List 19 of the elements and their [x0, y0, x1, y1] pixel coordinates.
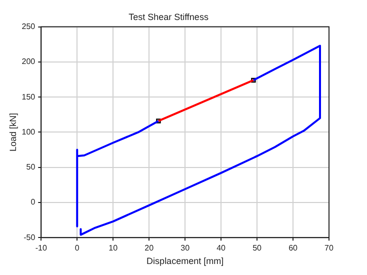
x-tick-label: 60 — [288, 244, 298, 253]
y-tick-label: 150 — [22, 92, 36, 102]
y-axis-title: Load [kN] — [8, 112, 18, 152]
y-tick-label: 50 — [26, 162, 36, 172]
x-tick-label: 50 — [252, 244, 262, 253]
x-tick-label: 10 — [108, 244, 118, 253]
y-tick-label: -50 — [24, 232, 36, 242]
x-tick-label: -10 — [35, 244, 48, 253]
x-tick-label: 70 — [324, 244, 334, 253]
y-tick-label: 0 — [30, 198, 36, 207]
x-tick-label: 30 — [180, 244, 190, 253]
x-tick-label: 20 — [144, 244, 154, 253]
x-axis-title: Displacement [mm] — [146, 256, 224, 266]
y-tick-label: 100 — [22, 127, 36, 136]
y-tick-label: 200 — [22, 57, 36, 66]
x-tick-label: 40 — [216, 244, 226, 253]
y-tick-label: 250 — [22, 22, 36, 32]
chart-title: Test Shear Stiffness — [128, 12, 209, 22]
x-tick-label: 0 — [74, 244, 80, 253]
